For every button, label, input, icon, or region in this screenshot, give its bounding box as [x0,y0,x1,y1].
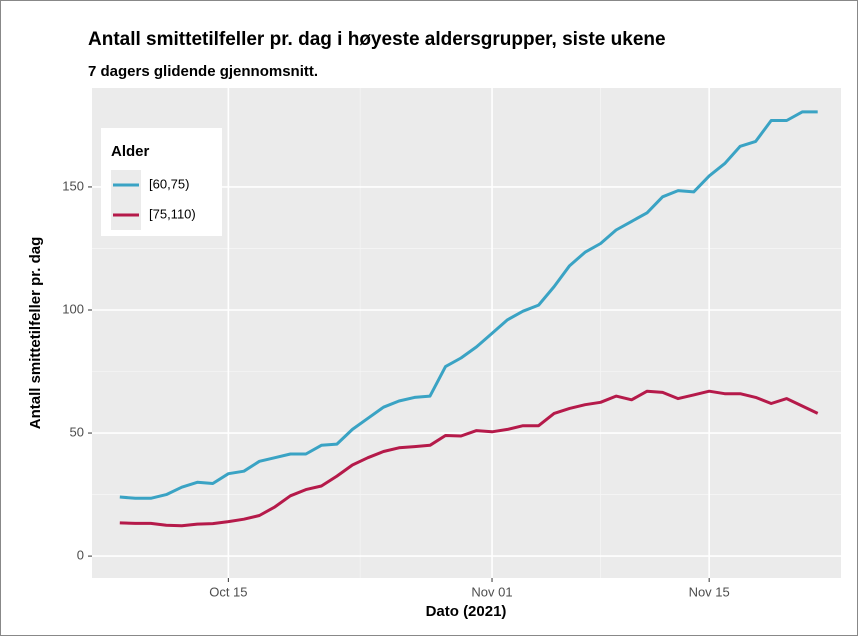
lines [119,110,819,528]
series-line [119,389,819,528]
legend-label: [75,110) [149,206,196,221]
x-axis-title: Dato (2021) [426,603,507,620]
x-tick-label: Nov 15 [689,584,730,599]
legend-label: [60,75) [149,176,189,191]
legend-title: Alder [111,143,150,160]
series-line [119,110,818,500]
y-axis-title: Antall smittetilfeller pr. dag [27,237,44,430]
y-tick-label: 100 [62,301,84,316]
y-tick-label: 0 [77,548,84,563]
legend: Alder [60,75) [75,110) [101,128,222,236]
chart-subtitle: 7 dagers glidende gjennomsnitt. [88,63,318,80]
y-tick-label: 150 [62,178,84,193]
y-tick-label: 50 [70,424,84,439]
chart-title: Antall smittetilfeller pr. dag i høyeste… [88,29,666,50]
x-tick-label: Oct 15 [209,584,247,599]
x-tick-label: Nov 01 [471,584,512,599]
